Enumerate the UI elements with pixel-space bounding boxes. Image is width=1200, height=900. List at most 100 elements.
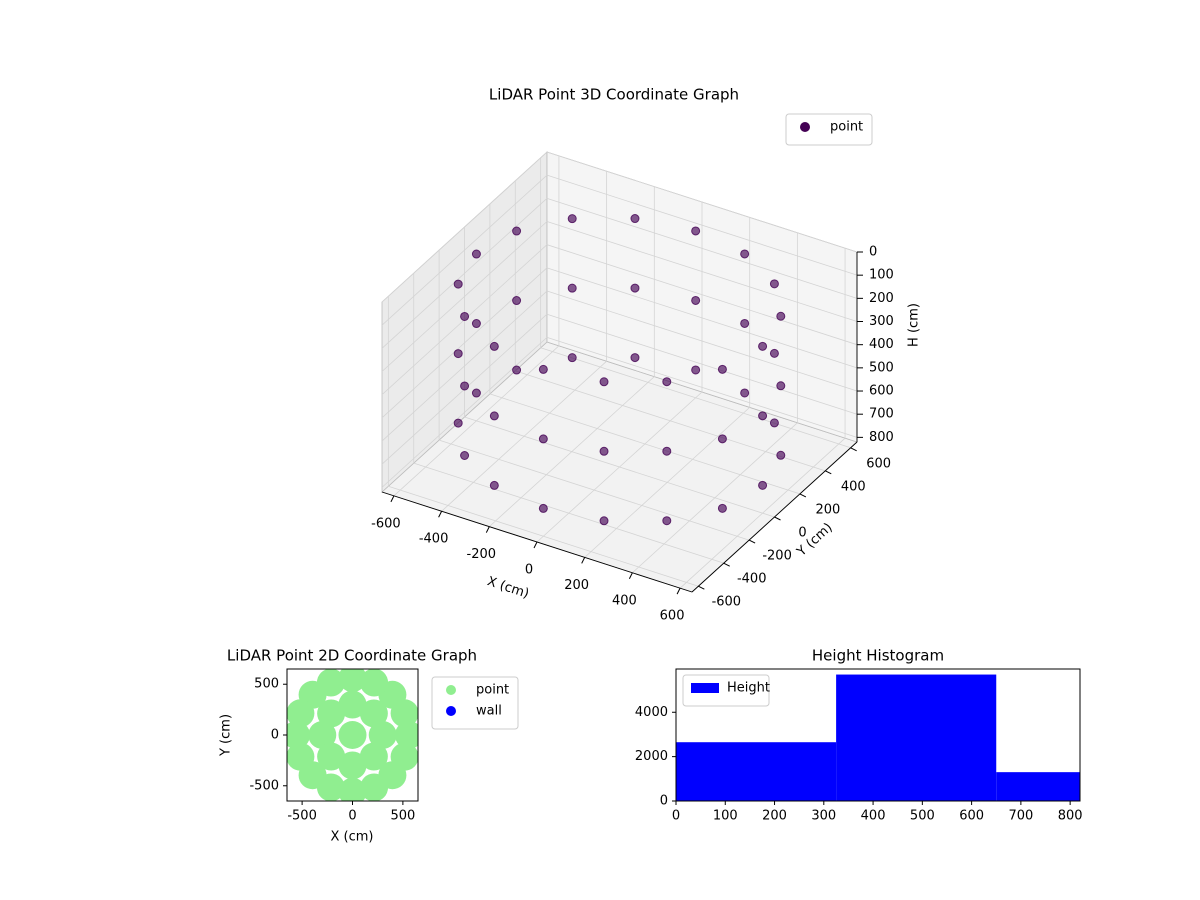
legend-marker — [446, 706, 456, 716]
x-tick-label: 600 — [959, 809, 984, 824]
grid-line — [489, 393, 801, 495]
legend-label: wall — [476, 704, 502, 719]
y-tick-label: -500 — [249, 778, 279, 793]
point — [489, 411, 499, 421]
grid-line — [546, 174, 858, 276]
x-tick-label: 500 — [910, 809, 935, 824]
point — [489, 480, 499, 490]
point — [287, 721, 311, 749]
point — [717, 434, 727, 444]
point — [338, 669, 367, 693]
point — [471, 249, 481, 259]
y-tick-label: 0 — [798, 526, 806, 541]
legend-box — [682, 674, 770, 707]
point — [758, 480, 768, 490]
z-tick-label: 0 — [869, 245, 877, 260]
grid-line — [381, 337, 548, 488]
point — [758, 341, 768, 351]
grid-line — [464, 416, 775, 518]
x-tick-label: 300 — [811, 809, 836, 824]
x-tick-label: 400 — [612, 593, 637, 608]
y-tick-label: -200 — [762, 549, 792, 564]
point — [394, 721, 418, 749]
point — [368, 721, 397, 749]
grid-line — [546, 290, 858, 392]
point — [390, 742, 418, 771]
y-tick-label: 600 — [866, 456, 891, 471]
grid-line — [381, 198, 548, 349]
axes-frame — [675, 668, 1081, 802]
x-tick-label: 0 — [525, 563, 533, 578]
y-tick — [850, 447, 857, 452]
plot-area — [287, 669, 418, 801]
point — [359, 699, 388, 728]
point — [599, 377, 609, 387]
y-tick-label: -400 — [737, 572, 767, 587]
grid-line — [546, 151, 858, 253]
x-tick-label: 700 — [1008, 809, 1033, 824]
chart-title: LiDAR Point 3D Coordinate Graph — [489, 86, 739, 104]
point — [512, 226, 522, 236]
point — [359, 742, 388, 771]
point — [317, 699, 346, 728]
point — [453, 279, 463, 289]
chart-title: LiDAR Point 2D Coordinate Graph — [227, 647, 477, 665]
point — [567, 283, 577, 293]
x-tick — [628, 572, 633, 579]
y-tick — [723, 562, 730, 567]
point — [512, 365, 522, 375]
point — [567, 353, 577, 363]
grid-line — [381, 267, 548, 419]
y-tick — [748, 539, 756, 544]
y-tick-label: -600 — [712, 595, 742, 610]
z-tick-label: 100 — [869, 268, 894, 283]
x-tick — [581, 557, 586, 564]
point — [453, 418, 463, 428]
y-tick-label: 400 — [841, 479, 866, 494]
point — [717, 364, 727, 374]
point — [740, 388, 750, 398]
y-tick-label: 2000 — [635, 749, 668, 764]
point — [460, 381, 470, 391]
grid-line — [515, 370, 826, 472]
point — [776, 311, 786, 321]
x-tick-label: 600 — [660, 609, 685, 624]
grid-line — [388, 485, 699, 587]
y-tick-label: 4000 — [635, 705, 668, 720]
chart-title: Height Histogram — [812, 647, 944, 665]
legend-marker — [691, 683, 719, 693]
grid-line — [438, 439, 750, 541]
grid-line — [546, 244, 858, 346]
x-tick — [438, 511, 443, 518]
x-tick — [676, 587, 681, 595]
point — [769, 418, 779, 428]
z-axis-label: H (cm) — [907, 303, 922, 347]
point — [740, 249, 750, 259]
grid-line — [413, 462, 724, 564]
point — [769, 279, 779, 289]
point — [308, 721, 337, 749]
point — [317, 742, 346, 771]
x-tick-label: 0 — [672, 809, 680, 824]
x-axis-label: X (cm) — [331, 830, 374, 845]
grid-line — [546, 221, 858, 322]
point — [691, 365, 701, 375]
x-tick — [533, 541, 538, 549]
x-tick-label: 800 — [1058, 809, 1083, 824]
grid-line — [381, 221, 548, 372]
point — [599, 446, 609, 456]
z-tick-label: 400 — [869, 337, 894, 352]
legend-label: Height — [727, 681, 770, 696]
point — [567, 214, 577, 224]
point — [769, 348, 779, 358]
z-tick-label: 500 — [869, 360, 894, 375]
legend-label: point — [830, 120, 863, 135]
point — [460, 451, 470, 461]
x-tick-label: 100 — [713, 809, 738, 824]
legend-box — [785, 113, 873, 146]
point — [538, 503, 548, 513]
point — [489, 341, 499, 351]
point — [338, 721, 367, 749]
point — [630, 214, 640, 224]
